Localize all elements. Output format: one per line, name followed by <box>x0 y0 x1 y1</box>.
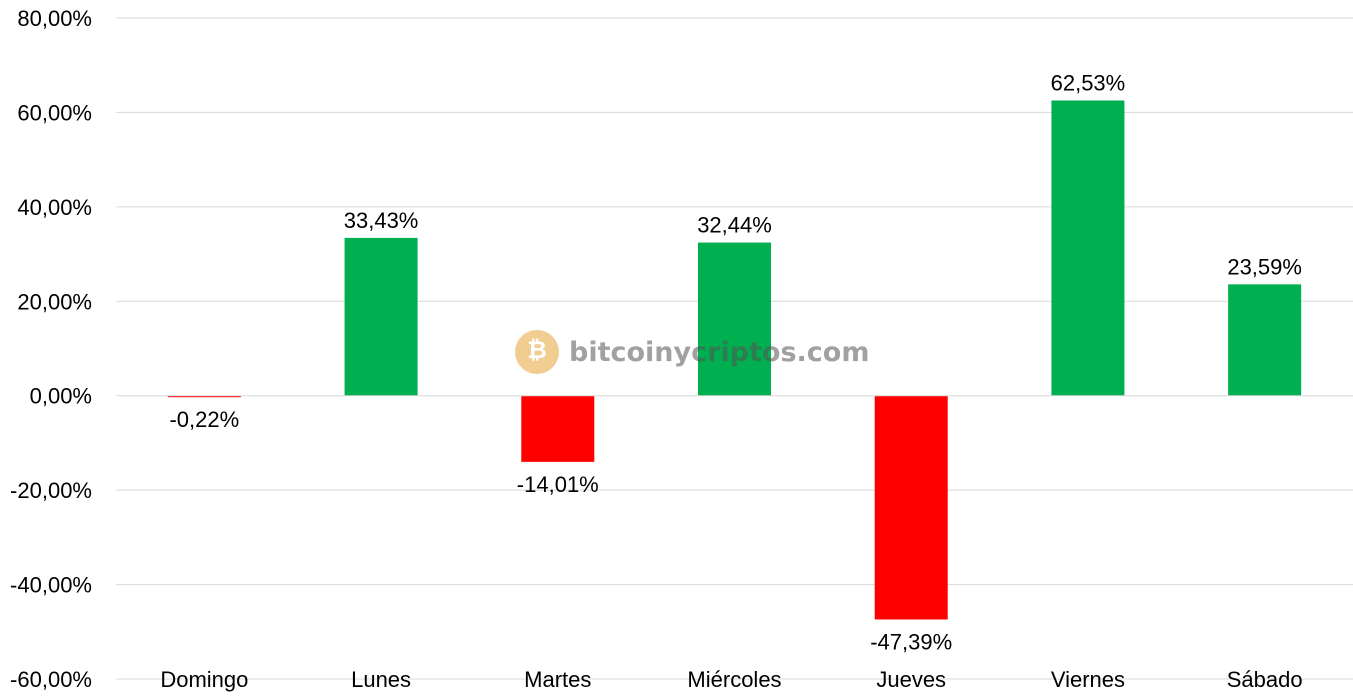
watermark-text: bitcoinycriptos.com <box>569 336 870 368</box>
y-tick-label: -40,00% <box>10 573 92 598</box>
y-tick-label: 20,00% <box>17 289 92 314</box>
data-label: 32,44% <box>697 213 772 238</box>
y-tick-label: 60,00% <box>17 100 92 125</box>
bar-lunes <box>344 237 418 396</box>
data-label: -47,39% <box>870 629 952 654</box>
category-label: Jueves <box>876 667 946 692</box>
y-tick-label: 0,00% <box>30 384 92 409</box>
bar-viernes <box>1051 100 1125 396</box>
y-tick-label: 80,00% <box>17 6 92 31</box>
category-label: Lunes <box>351 667 411 692</box>
y-axis-ticks: 80,00% 60,00% 40,00% 20,00% 0,00% -20,00% -40,… <box>10 6 92 692</box>
y-tick-label: -20,00% <box>10 478 92 503</box>
data-label: -0,22% <box>169 407 239 432</box>
bar-domingo <box>167 395 241 398</box>
category-label: Martes <box>524 667 591 692</box>
category-label: Sábado <box>1227 667 1303 692</box>
y-tick-label: -60,00% <box>10 667 92 692</box>
watermark: bitcoinycriptos.com <box>515 330 870 374</box>
bars <box>167 100 1302 620</box>
category-labels: Domingo Lunes Martes Miércoles Jueves Viernes… <box>160 667 1302 692</box>
bar-martes <box>521 395 595 462</box>
category-label: Viernes <box>1051 667 1125 692</box>
data-labels: -0,22% 33,43% -14,01% 32,44% -47,39% 62,53% 23… <box>169 70 1301 654</box>
gridlines <box>116 17 1353 680</box>
bar-miércoles <box>698 242 771 396</box>
category-label: Domingo <box>160 667 248 692</box>
bar-sábado <box>1228 284 1302 396</box>
data-label: 23,59% <box>1227 254 1302 279</box>
data-label: 33,43% <box>344 208 419 233</box>
data-label: -14,01% <box>517 472 599 497</box>
y-tick-label: 40,00% <box>17 195 92 220</box>
data-label: 62,53% <box>1051 70 1126 95</box>
category-label: Miércoles <box>687 667 781 692</box>
bar-jueves <box>874 395 948 620</box>
bitcoin-microphone-icon <box>515 330 559 374</box>
